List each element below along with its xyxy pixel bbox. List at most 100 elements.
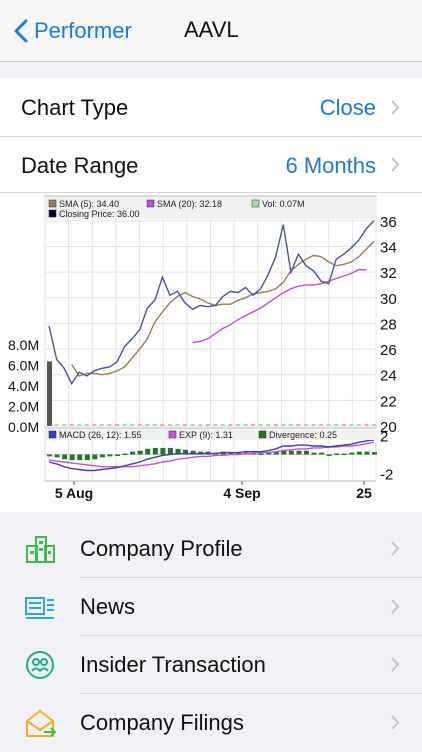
row-separator xyxy=(80,693,422,694)
volume-bar xyxy=(334,424,339,426)
chart-type-label: Chart Type xyxy=(21,95,129,120)
divergence-bar xyxy=(288,450,294,455)
row-separator xyxy=(80,577,422,578)
x-tick-label: 4 Sep xyxy=(223,485,260,501)
row-separator xyxy=(0,136,422,137)
volume-bar xyxy=(349,424,354,426)
navigation-bar: Performer AAVL xyxy=(0,0,422,62)
legend-sma20-swatch xyxy=(146,199,155,208)
legend-closing-price-swatch xyxy=(48,209,57,218)
divergence-bar xyxy=(160,447,166,455)
legend-sma5-swatch xyxy=(48,199,57,208)
volume-bar xyxy=(54,424,59,426)
menu-label: News xyxy=(80,594,136,619)
back-button[interactable]: Performer xyxy=(14,14,132,48)
divergence-bar xyxy=(334,453,340,456)
legend-divergence-swatch xyxy=(258,430,267,439)
divergence-bar xyxy=(54,454,60,458)
divergence-bar xyxy=(364,451,370,455)
volume-tick-label: 0.0M xyxy=(8,419,39,435)
divergence-bar xyxy=(326,454,332,456)
volume-bar xyxy=(137,424,142,426)
menu-label: Company Filings xyxy=(80,710,244,735)
x-tick-label: 5 Aug xyxy=(55,485,93,501)
price-tick-label: 20 xyxy=(380,419,397,436)
chevron-right-icon xyxy=(391,541,400,556)
legend-exp-swatch xyxy=(168,430,177,439)
volume-bar xyxy=(183,424,188,426)
volume-bar xyxy=(92,424,97,426)
legend-sma20-text: SMA (20): 32.18 xyxy=(157,199,222,209)
volume-bar xyxy=(273,424,278,426)
divergence-bar xyxy=(167,447,173,455)
menu-item-news[interactable]: News xyxy=(0,578,422,636)
divergence-bar xyxy=(122,453,128,456)
volume-bar xyxy=(364,424,369,426)
section-gap xyxy=(0,62,422,78)
page-title: AAVL xyxy=(184,17,239,42)
price-tick-label: 28 xyxy=(380,316,397,333)
legend-macd-text: MACD (26, 12): 1.55 xyxy=(59,430,142,440)
volume-bar xyxy=(326,424,331,426)
x-tick-label: 25 xyxy=(356,485,372,501)
volume-bar xyxy=(122,424,127,426)
price-tick-label: 36 xyxy=(380,214,397,231)
volume-bar xyxy=(228,424,233,426)
menu-item-company-filings[interactable]: Company Filings xyxy=(0,694,422,752)
menu-label: Company Profile xyxy=(80,536,243,561)
legend-sma5-text: SMA (5): 34.40 xyxy=(59,199,119,209)
volume-bar xyxy=(258,424,263,426)
volume-bar xyxy=(62,423,67,426)
volume-bar xyxy=(152,424,157,426)
price-tick-label: 24 xyxy=(380,368,397,385)
price-legend-box xyxy=(46,197,375,219)
stock-chart-svg: 36 34 32 30 28 26 24 22 20 8.0M 6.0M 4.0M 2.0M 0.0M 2 -… xyxy=(8,195,397,501)
volume-bar xyxy=(311,424,316,426)
divergence-bar xyxy=(349,452,355,455)
legend-macd-swatch xyxy=(48,430,57,439)
divergence-bar xyxy=(266,452,272,455)
legend-exp-text: EXP (9): 1.31 xyxy=(179,430,233,440)
divergence-bar xyxy=(145,448,151,455)
volume-tick-label: 8.0M xyxy=(8,337,39,353)
volume-bar xyxy=(235,424,240,426)
volume-bar xyxy=(160,424,165,426)
volume-tick-label: 2.0M xyxy=(8,399,39,415)
date-range-label: Date Range xyxy=(21,153,139,178)
volume-bar xyxy=(281,423,286,426)
divergence-bar xyxy=(175,448,181,455)
menu-item-insider-transaction[interactable]: Insider Transaction xyxy=(0,636,422,694)
legend-volume-text: Vol: 0.07M xyxy=(262,199,305,209)
divergence-bar xyxy=(281,449,287,455)
closing-price-line xyxy=(48,220,375,386)
volume-bar xyxy=(107,424,112,426)
legend-closing-price-text: Closing Price: 36.00 xyxy=(59,209,140,219)
divergence-bar xyxy=(235,452,241,455)
macd-line xyxy=(48,439,375,472)
volume-bar xyxy=(220,424,225,426)
price-tick-label: 30 xyxy=(380,291,397,308)
sma20-line xyxy=(192,268,367,344)
stock-chart[interactable]: 36 34 32 30 28 26 24 22 20 8.0M 6.0M 4.0M 2.0M 0.0M 2 -… xyxy=(0,192,422,512)
volume-bar xyxy=(47,361,52,426)
volume-bar xyxy=(84,424,89,426)
people-cycle-icon xyxy=(26,651,54,679)
volume-bar xyxy=(243,424,248,426)
volume-bar xyxy=(251,424,256,426)
chart-type-value: Close xyxy=(319,95,376,120)
chevron-right-icon xyxy=(391,657,400,672)
chevron-right-icon xyxy=(391,715,400,730)
divergence-bar xyxy=(356,451,362,455)
volume-bar xyxy=(175,423,180,426)
volume-bar xyxy=(213,424,218,426)
chart-type-row[interactable]: Chart Type Close xyxy=(0,78,422,136)
date-range-row[interactable]: Date Range 6 Months xyxy=(0,137,422,192)
volume-bar xyxy=(266,424,271,426)
building-icon xyxy=(26,536,55,563)
volume-bar xyxy=(341,424,346,426)
chevron-right-icon xyxy=(391,157,400,172)
divergence-bar xyxy=(341,453,347,456)
menu-item-company-profile[interactable]: Company Profile xyxy=(0,520,422,578)
divergence-bar xyxy=(137,450,143,455)
volume-bar xyxy=(205,424,210,426)
